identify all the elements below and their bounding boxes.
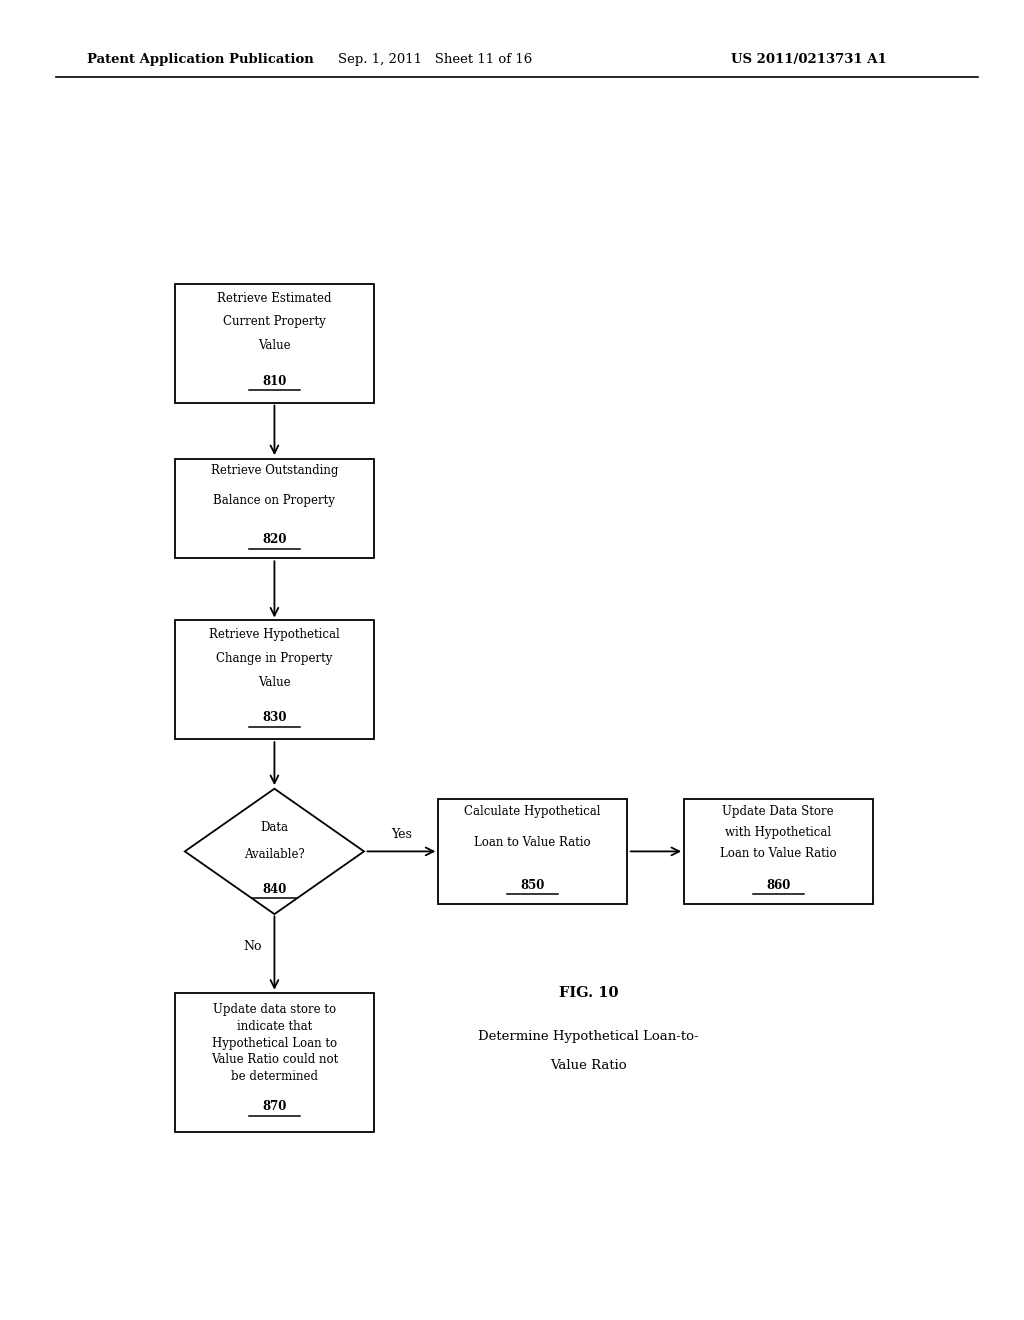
Text: 810: 810 bbox=[262, 375, 287, 388]
Text: 870: 870 bbox=[262, 1101, 287, 1114]
Text: Update Data Store: Update Data Store bbox=[722, 805, 835, 818]
Text: Balance on Property: Balance on Property bbox=[213, 494, 336, 507]
Text: Loan to Value Ratio: Loan to Value Ratio bbox=[720, 847, 837, 861]
Text: Calculate Hypothetical: Calculate Hypothetical bbox=[464, 805, 601, 818]
Text: Value Ratio could not: Value Ratio could not bbox=[211, 1053, 338, 1067]
Text: with Hypothetical: with Hypothetical bbox=[725, 826, 831, 840]
Bar bbox=[438, 799, 627, 904]
Text: Update data store to: Update data store to bbox=[213, 1003, 336, 1016]
Text: 830: 830 bbox=[262, 711, 287, 725]
Text: 860: 860 bbox=[766, 879, 791, 892]
Text: 850: 850 bbox=[520, 879, 545, 892]
Text: 840: 840 bbox=[262, 883, 287, 895]
Text: FIG. 10: FIG. 10 bbox=[559, 986, 618, 999]
Text: Determine Hypothetical Loan-to-: Determine Hypothetical Loan-to- bbox=[478, 1030, 699, 1043]
Text: Retrieve Estimated: Retrieve Estimated bbox=[217, 292, 332, 305]
Bar bbox=[174, 459, 375, 557]
Text: Value Ratio: Value Ratio bbox=[551, 1059, 627, 1072]
Text: Retrieve Outstanding: Retrieve Outstanding bbox=[211, 465, 338, 477]
Text: No: No bbox=[244, 940, 262, 953]
Text: Hypothetical Loan to: Hypothetical Loan to bbox=[212, 1036, 337, 1049]
Text: Retrieve Hypothetical: Retrieve Hypothetical bbox=[209, 628, 340, 642]
Text: US 2011/0213731 A1: US 2011/0213731 A1 bbox=[731, 53, 887, 66]
Text: 820: 820 bbox=[262, 533, 287, 546]
Text: Change in Property: Change in Property bbox=[216, 652, 333, 665]
Text: Data: Data bbox=[260, 821, 289, 833]
Bar bbox=[174, 620, 375, 739]
Text: Current Property: Current Property bbox=[223, 315, 326, 329]
Text: Yes: Yes bbox=[391, 828, 412, 841]
Bar bbox=[174, 284, 375, 403]
Text: Value: Value bbox=[258, 676, 291, 689]
Bar bbox=[174, 993, 375, 1131]
Bar bbox=[684, 799, 872, 904]
Text: Value: Value bbox=[258, 339, 291, 352]
Text: be determined: be determined bbox=[231, 1071, 317, 1082]
Text: Loan to Value Ratio: Loan to Value Ratio bbox=[474, 837, 591, 850]
Polygon shape bbox=[185, 789, 365, 913]
Text: Sep. 1, 2011   Sheet 11 of 16: Sep. 1, 2011 Sheet 11 of 16 bbox=[338, 53, 532, 66]
Text: Available?: Available? bbox=[244, 849, 305, 861]
Text: indicate that: indicate that bbox=[237, 1020, 312, 1034]
Text: Patent Application Publication: Patent Application Publication bbox=[87, 53, 313, 66]
